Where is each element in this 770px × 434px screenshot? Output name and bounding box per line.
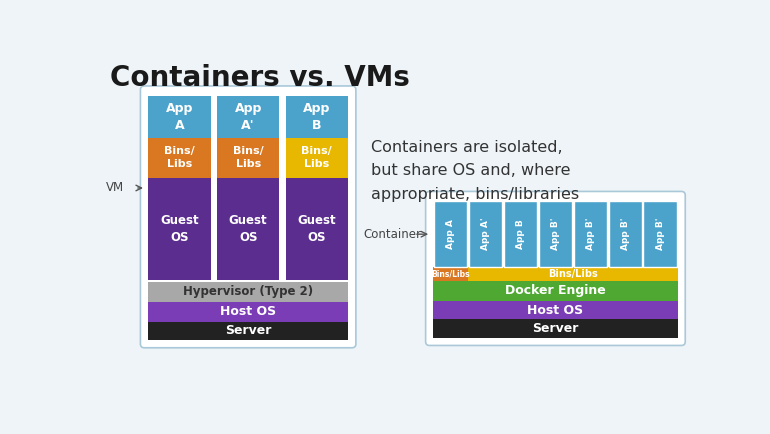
Bar: [217, 96, 280, 138]
Text: Server: Server: [532, 322, 578, 335]
Bar: [434, 281, 678, 301]
Bar: [504, 201, 537, 267]
Text: Bins/
Libs: Bins/ Libs: [233, 146, 263, 169]
Text: App B': App B': [586, 218, 594, 250]
Text: Container: Container: [363, 228, 422, 241]
Text: App B: App B: [516, 219, 525, 249]
Text: Bins/Libs: Bins/Libs: [548, 269, 598, 279]
Text: App
A: App A: [166, 102, 193, 132]
Text: Guest
OS: Guest OS: [160, 214, 199, 244]
Bar: [286, 96, 348, 138]
Text: App A: App A: [447, 219, 455, 249]
Bar: [539, 201, 572, 267]
Bar: [434, 301, 678, 319]
Bar: [434, 201, 467, 267]
Bar: [608, 201, 642, 267]
Text: Bins/Libs: Bins/Libs: [431, 270, 470, 278]
Bar: [574, 201, 607, 267]
Bar: [469, 201, 502, 267]
Text: App B': App B': [551, 218, 560, 250]
Text: App
A': App A': [234, 102, 262, 132]
Bar: [148, 138, 211, 178]
Text: App B': App B': [655, 218, 665, 250]
Text: Server: Server: [225, 324, 271, 337]
Text: App B': App B': [621, 218, 630, 250]
Bar: [434, 319, 678, 338]
Bar: [148, 302, 348, 322]
Bar: [434, 267, 468, 281]
FancyBboxPatch shape: [140, 86, 356, 348]
Bar: [148, 178, 211, 280]
Text: Hypervisor (Type 2): Hypervisor (Type 2): [183, 285, 313, 298]
Text: Guest
OS: Guest OS: [297, 214, 336, 244]
Text: Containers are isolated,
but share OS and, where
appropriate, bins/libraries: Containers are isolated, but share OS an…: [371, 140, 580, 202]
Text: Host OS: Host OS: [220, 305, 276, 318]
Text: Containers vs. VMs: Containers vs. VMs: [110, 64, 410, 92]
Bar: [217, 138, 280, 178]
Bar: [148, 96, 211, 138]
Bar: [468, 267, 678, 281]
FancyBboxPatch shape: [426, 191, 685, 345]
Text: Docker Engine: Docker Engine: [505, 284, 606, 297]
Bar: [217, 178, 280, 280]
Text: Bins/
Libs: Bins/ Libs: [302, 146, 332, 169]
Bar: [286, 178, 348, 280]
Bar: [286, 138, 348, 178]
Text: App
B: App B: [303, 102, 330, 132]
Bar: [644, 201, 677, 267]
Text: VM: VM: [105, 181, 124, 194]
Text: Guest
OS: Guest OS: [229, 214, 267, 244]
Text: Bins/
Libs: Bins/ Libs: [164, 146, 195, 169]
Bar: [148, 282, 348, 302]
Bar: [148, 322, 348, 340]
Text: App A': App A': [481, 218, 490, 250]
Text: Host OS: Host OS: [527, 303, 584, 316]
